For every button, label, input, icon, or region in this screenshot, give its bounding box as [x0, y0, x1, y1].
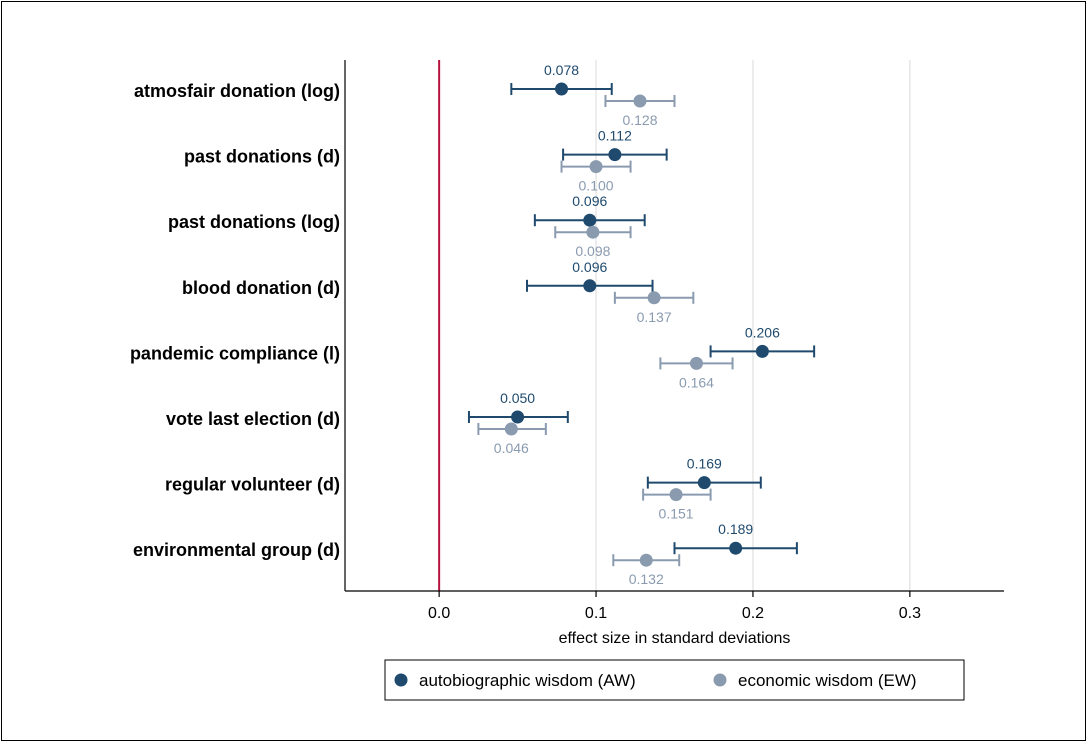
- data-marks: 0.078 0.112 0.096 0.096 0.206 0.050 0.169 0.189…: [467, 62, 816, 587]
- category-label-4: pandemic compliance (l): [130, 343, 340, 363]
- point-ew-4: [689, 356, 703, 370]
- legend-box: [384, 659, 965, 701]
- category-label-7: environmental group (d): [133, 540, 340, 560]
- value-label-aw-6: 0.169: [687, 456, 722, 472]
- point-ew-3: [647, 291, 661, 305]
- point-ew-6: [669, 488, 683, 502]
- point-aw-5: [511, 410, 525, 424]
- legend-marker-ew: [713, 673, 727, 687]
- legend-label-ew: economic wisdom (EW): [738, 671, 917, 690]
- value-label-ew-2: 0.098: [575, 243, 610, 259]
- point-ew-7: [639, 553, 653, 567]
- category-label-5: vote last election (d): [166, 409, 340, 429]
- legend: autobiographic wisdom (AW) economic wisd…: [384, 659, 965, 701]
- x-axis-title: effect size in standard deviations: [559, 630, 791, 647]
- point-aw-3: [583, 279, 597, 293]
- value-label-aw-0: 0.078: [544, 62, 579, 78]
- point-ew-0: [633, 94, 647, 108]
- point-aw-6: [697, 476, 711, 490]
- point-aw-4: [755, 344, 769, 358]
- point-aw-2: [583, 213, 597, 227]
- value-label-aw-2: 0.096: [572, 193, 607, 209]
- value-label-aw-5: 0.050: [500, 390, 535, 406]
- category-label-0: atmosfair donation (log): [134, 81, 340, 101]
- category-labels: atmosfair donation (log) past donations (…: [130, 81, 340, 560]
- gridlines: [595, 60, 911, 591]
- x-tick-label-0: 0.0: [428, 605, 450, 622]
- value-label-aw-7: 0.189: [718, 521, 753, 537]
- x-ticks: 0.0 0.1 0.2 0.3: [428, 591, 921, 622]
- value-label-aw-3: 0.096: [572, 259, 607, 275]
- value-label-ew-1: 0.100: [579, 178, 614, 194]
- point-aw-1: [608, 148, 622, 162]
- legend-marker-aw: [394, 673, 408, 687]
- point-ew-1: [589, 160, 603, 174]
- category-label-6: regular volunteer (d): [165, 475, 340, 495]
- x-tick-label-2: 0.2: [742, 605, 764, 622]
- point-ew-2: [586, 225, 600, 239]
- value-label-ew-4: 0.164: [679, 374, 714, 390]
- category-label-1: past donations (d): [184, 147, 340, 167]
- value-label-ew-3: 0.137: [637, 309, 672, 325]
- category-label-3: blood donation (d): [182, 278, 340, 298]
- axes: [344, 60, 1004, 592]
- legend-label-aw: autobiographic wisdom (AW): [419, 671, 636, 690]
- value-label-ew-5: 0.046: [494, 440, 529, 456]
- point-ew-5: [504, 422, 518, 436]
- point-aw-0: [555, 82, 569, 96]
- value-label-ew-0: 0.128: [622, 112, 657, 128]
- value-label-ew-7: 0.132: [629, 571, 664, 587]
- value-label-aw-1: 0.112: [598, 128, 632, 144]
- x-tick-label-3: 0.3: [899, 605, 921, 622]
- value-label-aw-4: 0.206: [745, 324, 780, 340]
- category-label-2: past donations (log): [168, 212, 340, 232]
- value-label-ew-6: 0.151: [659, 506, 694, 522]
- x-tick-label-1: 0.1: [585, 605, 607, 622]
- point-aw-7: [729, 541, 743, 555]
